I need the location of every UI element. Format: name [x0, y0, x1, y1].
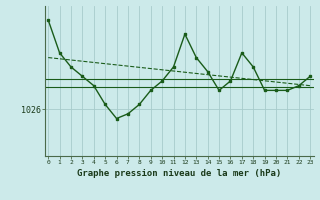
X-axis label: Graphe pression niveau de la mer (hPa): Graphe pression niveau de la mer (hPa) [77, 169, 281, 178]
